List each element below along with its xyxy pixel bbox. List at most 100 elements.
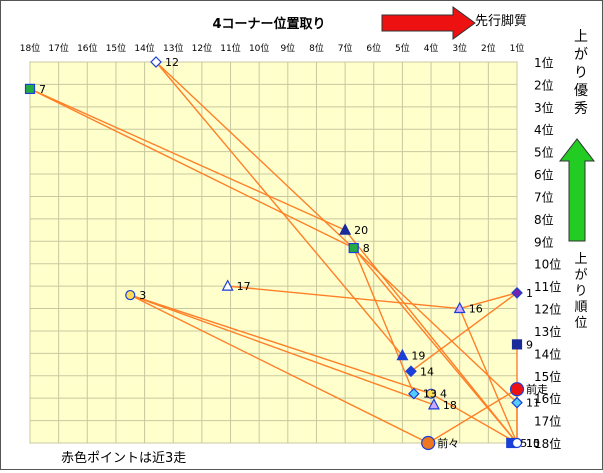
connector-line [459, 292, 518, 310]
connector-line [129, 294, 429, 444]
point-label: 前々 [437, 436, 459, 450]
y-tick-label: 16位 [534, 391, 561, 406]
x-tick-label: 9位 [280, 42, 295, 54]
x-tick-label: 11位 [220, 42, 240, 54]
data-point [405, 365, 417, 378]
connector-line [353, 247, 415, 394]
data-point [150, 56, 162, 68]
data-point [339, 223, 352, 235]
data-point [511, 396, 523, 409]
y-tick-label: 14位 [534, 346, 561, 361]
connector-line [427, 388, 518, 444]
x-tick-label: 1位 [510, 42, 525, 54]
point-label: 9 [526, 338, 533, 351]
x-tick-label: 13位 [163, 42, 183, 54]
data-point [511, 286, 523, 299]
y-tick-label: 10位 [534, 257, 561, 272]
y-tick-label: 18位 [534, 436, 561, 451]
plot-area [29, 61, 518, 444]
point-label: 1 [526, 287, 533, 300]
data-point [509, 382, 525, 397]
y-tick-label: 11位 [534, 279, 561, 294]
x-tick-labels: 18位 17位 16位 15位 14位 13位 12位 11位 10位 9位 8位 7位 6位 5位 4位 3… [20, 42, 525, 54]
point-label: 19 [411, 350, 425, 363]
y-tick-label: 17位 [534, 414, 561, 429]
right-arrow-icon [381, 6, 476, 40]
x-tick-label: 5位 [395, 42, 410, 54]
y-tick-label: 15位 [534, 369, 561, 384]
data-point [511, 339, 523, 350]
x-tick-label: 17位 [48, 42, 68, 54]
up-arrow-icon [558, 138, 596, 242]
x-tick-label: 3位 [452, 42, 467, 54]
connector-line [227, 285, 460, 310]
x-tick-label: 2位 [481, 42, 496, 54]
point-label: 11 [526, 397, 540, 410]
point-label: 3 [139, 289, 146, 302]
y-tick-label: 7位 [534, 189, 554, 204]
connector-line [130, 294, 435, 406]
y-tick-label: 9位 [534, 234, 554, 249]
data-point [453, 301, 466, 314]
forward-arrow-label: 先行脚質 [475, 13, 527, 29]
connector-line [344, 229, 518, 444]
y-axis-label: 上がり順位 [574, 252, 587, 331]
connector-lines [29, 61, 518, 444]
data-point [125, 289, 136, 301]
x-tick-label: 16位 [77, 42, 97, 54]
point-label: 16 [469, 303, 483, 316]
point-label: 7 [39, 83, 46, 96]
data-point [348, 242, 359, 254]
x-tick-label: 15位 [106, 42, 126, 54]
data-point [427, 398, 440, 410]
connector-line [410, 292, 518, 372]
y-tick-label: 2位 [534, 77, 554, 92]
x-tick-label: 18位 [20, 42, 40, 54]
connector-line [459, 308, 518, 444]
chart-title: 4コーナー位置取り [212, 16, 325, 32]
data-point [511, 437, 523, 449]
connector-line [155, 61, 518, 404]
data-point [396, 348, 409, 361]
point-label: 15 [526, 437, 540, 450]
y-tick-labels: 1位 2位 3位 4位 5位 6位 7位 8位 9位 10位 11位 12位 13位 14位 15位 16位 1… [534, 55, 561, 451]
y-tick-label: 12位 [534, 302, 561, 317]
x-tick-label: 8位 [309, 42, 324, 54]
data-points [24, 56, 525, 451]
connector-line [353, 247, 518, 444]
y-tick-label: 13位 [534, 324, 561, 339]
recent-races-note: 赤色ポイントは近3走 [61, 450, 186, 466]
point-label: 17 [237, 280, 251, 293]
x-tick-label: 12位 [192, 42, 212, 54]
point-label: 14 [420, 365, 434, 378]
up-arrow-label: 上がり優秀 [574, 29, 588, 117]
y-tick-label: 8位 [534, 212, 554, 227]
data-point [408, 387, 420, 400]
y-tick-label: 3位 [534, 100, 554, 115]
y-tick-label: 4位 [534, 122, 554, 137]
point-label: 8 [363, 242, 370, 255]
data-point [221, 279, 234, 291]
point-label: 10 [526, 437, 540, 450]
connector-line [29, 88, 346, 231]
connector-line [130, 294, 432, 395]
point-label: 13 [423, 388, 437, 401]
connector-line [430, 393, 518, 444]
point-label: 前走 [526, 382, 548, 396]
connector-line [29, 88, 355, 249]
connector-line [155, 61, 403, 357]
grid-lines [29, 61, 518, 444]
y-tick-label: 1位 [534, 55, 554, 70]
data-point [421, 435, 436, 451]
data-point [425, 388, 437, 399]
x-tick-label: 14位 [134, 42, 154, 54]
y-tick-label: 6位 [534, 167, 554, 182]
point-label: 18 [443, 399, 457, 412]
x-tick-label: 10位 [249, 42, 269, 54]
up-arrow: 上がり優秀 [558, 29, 596, 242]
x-tick-label: 7位 [338, 42, 353, 54]
point-label: 5 [520, 437, 527, 450]
